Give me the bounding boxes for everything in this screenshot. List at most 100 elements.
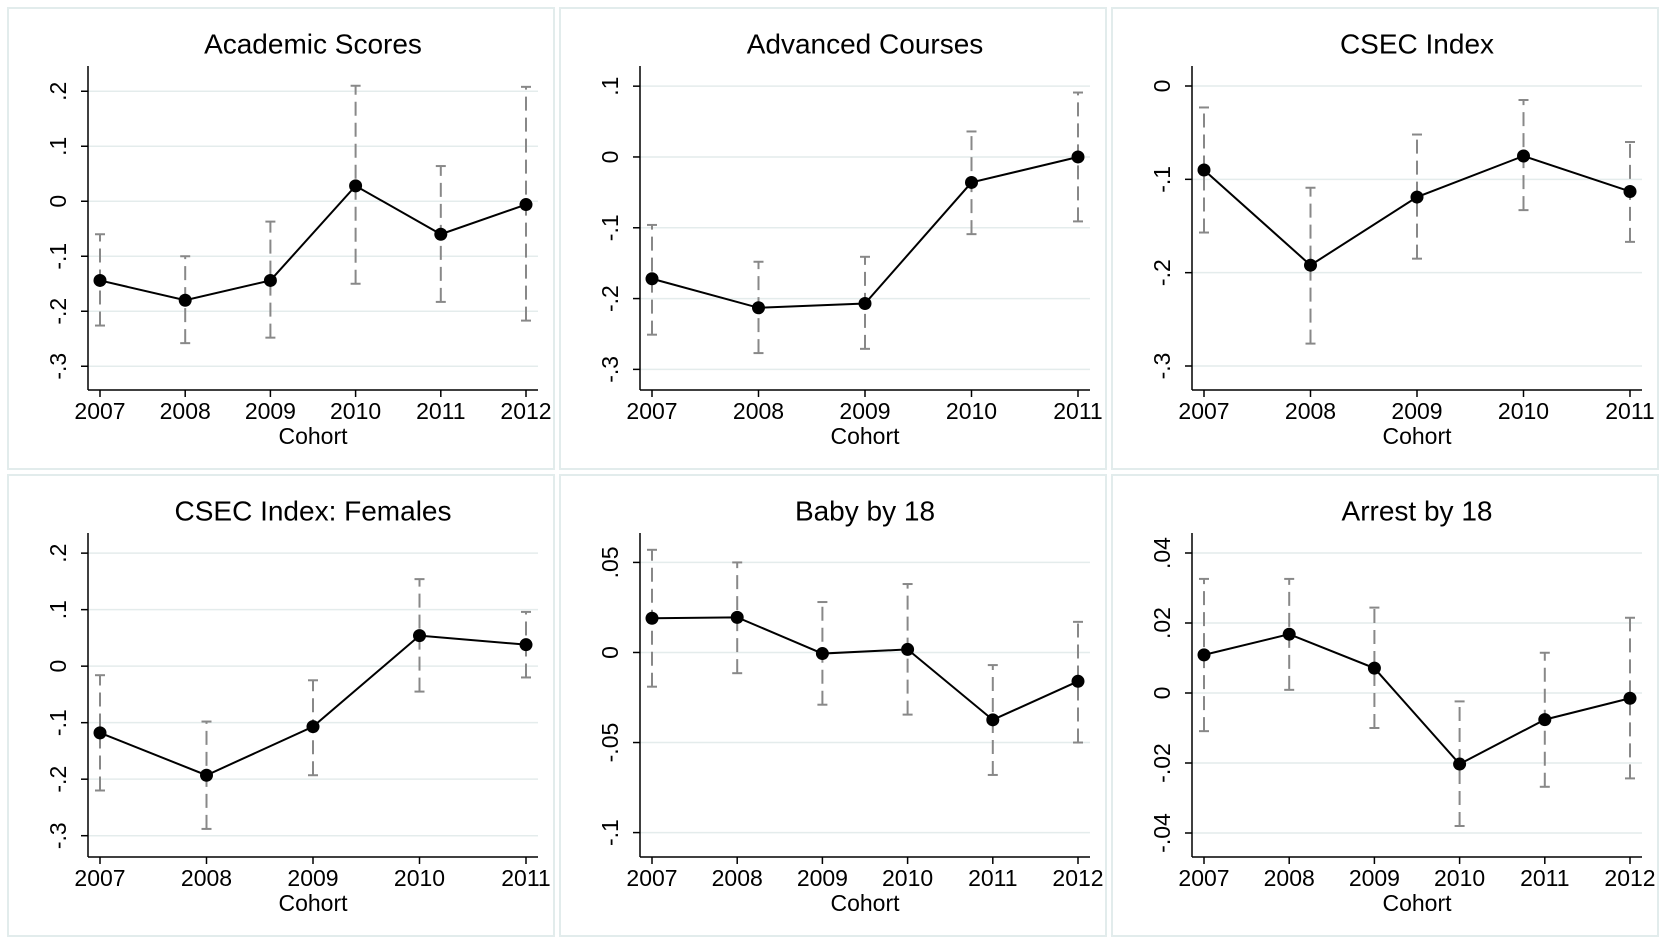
y-tick-label: .04: [1149, 537, 1175, 569]
x-tick-label: 2011: [416, 398, 465, 424]
panel-title: Advanced Courses: [747, 28, 984, 59]
x-tick-label: 2011: [1605, 398, 1654, 424]
y-tick-label: -.1: [45, 709, 71, 736]
data-point: [1517, 149, 1530, 163]
x-axis-label: Cohort: [830, 423, 900, 449]
data-point: [645, 611, 659, 625]
data-point: [815, 647, 829, 661]
y-tick-label: -.3: [597, 356, 623, 383]
panel: CSEC Index: Females Cohort -.3 -.2 -.1 0 .1 .2 2…: [7, 474, 555, 937]
y-tick-label: -.1: [597, 214, 623, 241]
x-tick-label: 2011: [968, 865, 1017, 891]
data-point: [1304, 258, 1317, 272]
x-axis-label: Cohort: [830, 890, 900, 916]
x-axis-label: Cohort: [1382, 423, 1452, 449]
x-tick-label: 2009: [1391, 398, 1442, 424]
data-point: [1538, 713, 1552, 727]
y-tick-label: -.1: [1149, 166, 1175, 193]
y-tick-label: -.2: [45, 766, 71, 793]
y-tick-label: .1: [45, 137, 71, 156]
x-tick-label: 2008: [160, 398, 211, 424]
data-point: [1410, 190, 1424, 204]
error-bar: [1625, 616, 1635, 780]
y-tick-label: -.2: [45, 298, 71, 325]
error-bar: [1369, 606, 1380, 729]
data-point: [1453, 757, 1467, 771]
x-tick-label: 2007: [74, 865, 125, 891]
data-point: [730, 610, 744, 624]
data-point: [200, 768, 213, 782]
x-axis-label: Cohort: [278, 423, 348, 449]
x-tick-label: 2012: [1052, 865, 1103, 891]
x-tick-label: 2011: [1520, 865, 1569, 891]
x-tick-label: 2009: [287, 865, 338, 891]
data-point: [306, 720, 320, 734]
data-point: [1197, 163, 1211, 177]
x-tick-label: 2007: [1178, 398, 1229, 424]
y-tick-label: .1: [597, 77, 623, 96]
x-tick-label: 2012: [500, 398, 551, 424]
y-tick-label: .2: [45, 82, 71, 101]
x-tick-label: 2011: [1053, 398, 1102, 424]
y-tick-label: 0: [45, 195, 71, 208]
error-bar: [350, 84, 361, 285]
panel-title: CSEC Index: [1340, 28, 1494, 59]
data-point: [858, 297, 872, 311]
error-bar: [95, 674, 105, 792]
y-tick-label: -.05: [597, 723, 623, 763]
y-tick-label: 0: [597, 646, 623, 659]
data-point: [93, 726, 107, 740]
error-bar: [414, 578, 425, 693]
x-axis-label: Cohort: [278, 890, 348, 916]
data-line: [651, 616, 1079, 722]
x-tick-label: 2007: [74, 398, 125, 424]
y-tick-label: -.3: [45, 353, 71, 380]
y-tick-label: -.3: [45, 822, 71, 849]
x-tick-label: 2009: [245, 398, 296, 424]
panel-title: Academic Scores: [204, 28, 422, 59]
error-bar: [1412, 133, 1422, 260]
x-tick-label: 2007: [1178, 865, 1229, 891]
data-point: [93, 273, 107, 287]
panel: Arrest by 18 Cohort -.04 -.02 0 .02 .04 2007 200…: [1111, 474, 1659, 937]
x-tick-label: 2008: [181, 865, 232, 891]
data-point: [986, 713, 1000, 727]
x-tick-label: 2009: [797, 865, 848, 891]
panel-title: Arrest by 18: [1342, 495, 1493, 526]
error-bar: [1454, 700, 1465, 827]
x-tick-label: 2009: [839, 398, 890, 424]
data-point: [434, 227, 448, 241]
x-tick-label: 2010: [330, 398, 381, 424]
data-point: [1282, 627, 1296, 641]
y-tick-label: .2: [45, 544, 71, 563]
y-tick-label: .05: [597, 546, 623, 578]
x-tick-label: 2012: [1604, 865, 1655, 891]
y-tick-label: -.02: [1149, 743, 1175, 783]
x-tick-label: 2011: [501, 865, 550, 891]
x-tick-label: 2010: [946, 398, 997, 424]
y-tick-label: -.2: [597, 285, 623, 312]
y-tick-label: -.04: [1149, 813, 1175, 853]
x-tick-label: 2007: [626, 865, 677, 891]
panel: Advanced Courses Cohort -.3 -.2 -.1 0 .1 2007 20…: [559, 7, 1107, 470]
panel-background: [559, 7, 1107, 470]
y-tick-label: -.3: [1149, 353, 1175, 380]
y-tick-label: .1: [45, 600, 71, 619]
data-point: [1623, 691, 1637, 705]
x-tick-label: 2010: [394, 865, 445, 891]
data-point: [349, 179, 363, 193]
x-tick-label: 2010: [1434, 865, 1485, 891]
x-tick-label: 2008: [1264, 865, 1315, 891]
data-point: [1071, 674, 1085, 688]
data-point: [519, 638, 533, 652]
panel: CSEC Index Cohort -.3 -.2 -.1 0 2007 2008 2009 20…: [1111, 7, 1659, 470]
data-line: [99, 184, 527, 302]
panel: Baby by 18 Cohort -.1 -.05 0 .05 2007 2008 2009 2…: [559, 474, 1107, 937]
data-point: [752, 301, 765, 315]
data-point: [413, 629, 426, 643]
panel-title: CSEC Index: Females: [175, 495, 452, 526]
x-tick-label: 2009: [1349, 865, 1400, 891]
data-point: [178, 293, 192, 307]
error-bar: [265, 220, 276, 339]
